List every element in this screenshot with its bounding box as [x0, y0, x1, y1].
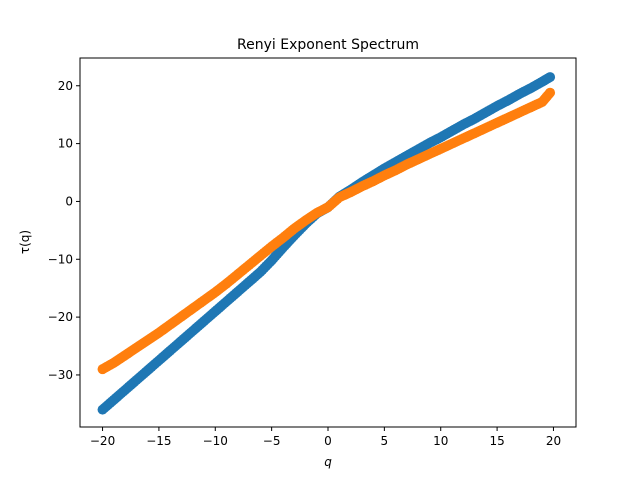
- y-tick-label: −30: [48, 368, 73, 382]
- x-tick-label: −5: [263, 434, 281, 448]
- y-axis-label: τ(q): [18, 230, 32, 254]
- y-tick-label: 0: [65, 194, 73, 208]
- x-tick-label: 15: [489, 434, 504, 448]
- x-tick-label: 5: [381, 434, 389, 448]
- ticks: −20 −15 −10 −5 0 5 10 15 20 −30 −20 −10 0 10 20: [48, 79, 561, 448]
- y-tick-label: 10: [58, 137, 73, 151]
- x-tick-label: −10: [203, 434, 228, 448]
- x-axis-label: q: [324, 455, 332, 469]
- chart-title: Renyi Exponent Spectrum: [237, 37, 419, 53]
- y-tick-label: −20: [48, 310, 73, 324]
- y-tick-label: −10: [48, 252, 73, 266]
- y-tick-label: 20: [58, 79, 73, 93]
- x-tick-label: −15: [146, 434, 171, 448]
- data-point: [545, 72, 556, 83]
- plot-area: [97, 72, 556, 415]
- x-tick-label: −20: [90, 434, 115, 448]
- series-2: [97, 87, 556, 375]
- x-tick-label: 0: [324, 434, 332, 448]
- x-tick-label: 10: [433, 434, 448, 448]
- data-point: [545, 87, 556, 98]
- x-tick-label: 20: [546, 434, 561, 448]
